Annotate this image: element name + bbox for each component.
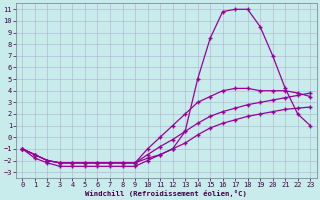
X-axis label: Windchill (Refroidissement éolien,°C): Windchill (Refroidissement éolien,°C) (85, 190, 247, 197)
